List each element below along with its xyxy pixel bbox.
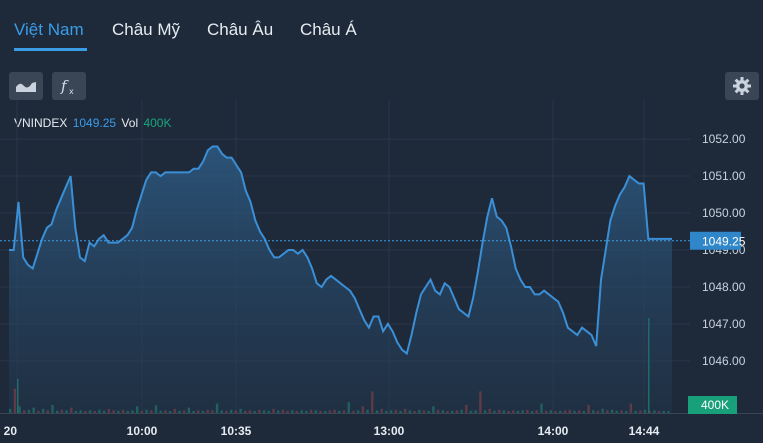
function-fx-icon: f x [60, 77, 74, 96]
indicator-button[interactable]: f x [52, 72, 86, 100]
settings-button[interactable] [725, 72, 759, 100]
price-area [9, 146, 672, 413]
price-line [9, 145, 672, 356]
y-tick-label: 1050.00 [702, 206, 746, 220]
volume-tag [688, 396, 737, 414]
x-tick-label: 13:00 [374, 424, 405, 438]
y-tick-label: 1046.00 [702, 354, 746, 368]
area-chart-icon [16, 82, 36, 92]
tab-viet-nam[interactable]: Việt Nam [14, 20, 84, 39]
x-tick-label: 10:00 [127, 424, 158, 438]
chart-type-button[interactable] [9, 72, 43, 100]
y-tick-label: 1047.00 [702, 317, 746, 331]
legend-vol-value: 400K [143, 116, 172, 130]
x-tick-label: 14:00 [538, 424, 569, 438]
x-tick-label: 14:44 [629, 424, 660, 438]
x-tick-label: 10:35 [221, 424, 252, 438]
y-tick-label: 1048.00 [702, 280, 746, 294]
tab-chau-a[interactable]: Châu Á [300, 20, 357, 39]
legend-symbol: VNINDEX [14, 116, 68, 130]
x-tick-label: 20 [4, 424, 18, 438]
legend-price: 1049.25 [72, 116, 117, 130]
svg-text:f: f [60, 77, 69, 95]
tab-chau-au[interactable]: Châu Âu [207, 20, 274, 39]
y-tick-label: 1052.00 [702, 132, 746, 146]
last-price-tag-label: 1049.25 [702, 234, 746, 248]
tab-chau-my[interactable]: Châu Mỹ [112, 20, 181, 39]
gear-icon [733, 77, 751, 95]
legend-vol-label: Vol [121, 116, 139, 130]
active-tab-indicator [14, 48, 87, 51]
y-tick-label: 1051.00 [702, 169, 746, 183]
svg-text:x: x [69, 87, 74, 96]
chart-legend: VNINDEX 1049.25 Vol 400K [14, 116, 173, 130]
market-tabs: Việt Nam Châu Mỹ Châu Âu Châu Á [0, 0, 763, 60]
volume-tag-label: 400K [701, 398, 729, 412]
last-price-tag [690, 231, 741, 250]
